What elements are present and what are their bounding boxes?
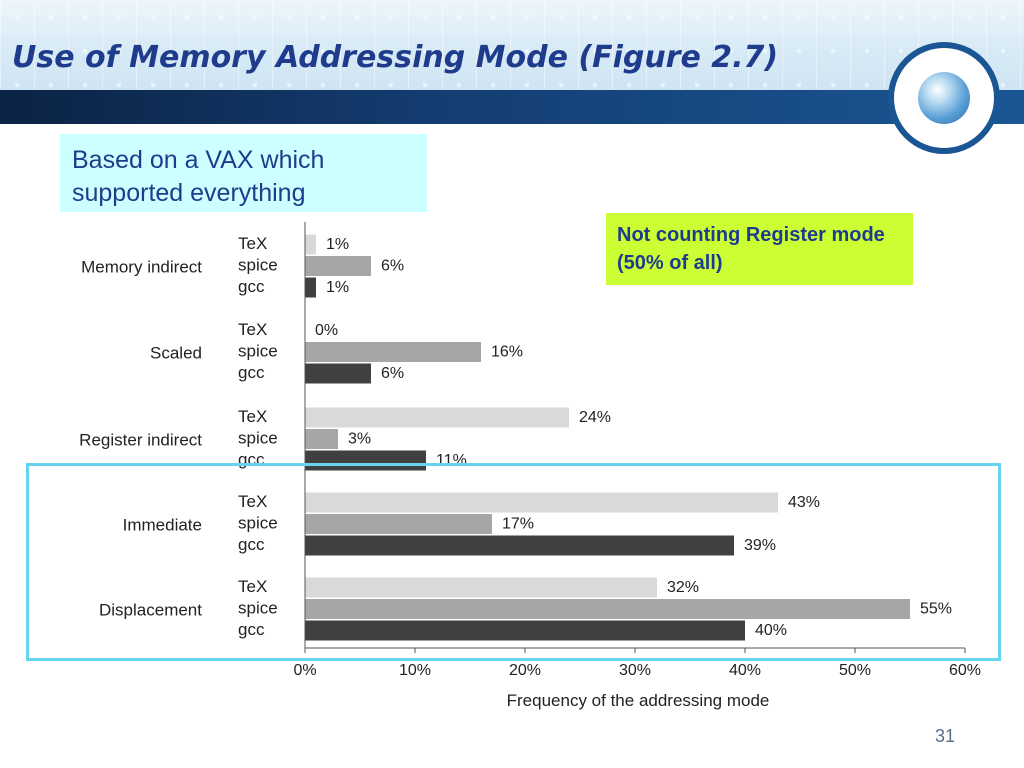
note-vax: Based on a VAX which supported everythin… (60, 134, 427, 212)
series-label-gcc: gcc (238, 620, 265, 639)
note-register-mode: Not counting Register mode (50% of all) (606, 213, 913, 285)
bar-memory-indirect-tex (305, 234, 316, 255)
bar-immediate-gcc (305, 535, 734, 556)
x-tick-label: 50% (839, 662, 871, 679)
series-label-spice: spice (238, 342, 278, 361)
series-label-gcc: gcc (238, 363, 265, 382)
category-label-memory-indirect: Memory indirect (81, 257, 202, 276)
series-label-tex: TeX (238, 492, 267, 511)
series-label-tex: TeX (238, 407, 267, 426)
x-tick-label: 10% (399, 662, 431, 679)
header-band (0, 90, 1024, 124)
x-tick-label: 40% (729, 662, 761, 679)
globe-icon (918, 72, 970, 124)
bar-immediate-spice (305, 514, 492, 534)
bar-displacement-spice (305, 599, 910, 619)
bar-value-displacement-gcc: 40% (755, 622, 787, 639)
bar-displacement-tex (305, 577, 657, 598)
series-label-tex: TeX (238, 234, 267, 253)
bar-value-displacement-spice: 55% (920, 601, 952, 618)
bar-scaled-gcc (305, 363, 371, 384)
x-tick-label: 0% (293, 662, 316, 679)
page-number: 31 (935, 726, 956, 746)
series-label-tex: TeX (238, 320, 267, 339)
bar-value-register-indirect-spice: 3% (348, 431, 371, 448)
bar-value-immediate-tex: 43% (788, 494, 820, 511)
bar-displacement-gcc (305, 620, 745, 641)
bar-memory-indirect-gcc (305, 277, 316, 298)
series-label-gcc: gcc (238, 277, 265, 296)
bar-value-immediate-gcc: 39% (744, 537, 776, 554)
slide-title: Use of Memory Addressing Mode (Figure 2.… (12, 40, 779, 75)
category-label-immediate: Immediate (123, 515, 202, 534)
x-tick-label: 20% (509, 662, 541, 679)
bar-register-indirect-tex (305, 407, 569, 428)
series-label-gcc: gcc (238, 535, 265, 554)
series-label-spice: spice (238, 514, 278, 533)
bar-value-scaled-gcc: 6% (381, 365, 404, 382)
x-tick-label: 30% (619, 662, 651, 679)
category-label-register-indirect: Register indirect (79, 430, 202, 449)
bar-scaled-spice (305, 342, 481, 362)
bar-value-immediate-spice: 17% (502, 516, 534, 533)
header-dot-pattern (0, 0, 1024, 90)
bar-immediate-tex (305, 492, 778, 513)
highlight-box (26, 463, 1001, 661)
bar-register-indirect-spice (305, 429, 338, 449)
x-tick-label: 60% (949, 662, 981, 679)
category-label-displacement: Displacement (99, 600, 202, 619)
bar-value-displacement-tex: 32% (667, 579, 699, 596)
bar-value-memory-indirect-tex: 1% (326, 236, 349, 253)
slide-header: Use of Memory Addressing Mode (Figure 2.… (0, 0, 1024, 90)
bar-value-scaled-tex: 0% (315, 322, 338, 339)
x-axis-title: Frequency of the addressing mode (507, 691, 770, 710)
series-label-spice: spice (238, 256, 278, 275)
series-label-spice: spice (238, 599, 278, 618)
category-label-scaled: Scaled (150, 343, 202, 362)
bar-value-scaled-spice: 16% (491, 344, 523, 361)
bar-value-memory-indirect-spice: 6% (381, 258, 404, 275)
series-label-spice: spice (238, 429, 278, 448)
bar-value-register-indirect-tex: 24% (579, 409, 611, 426)
series-label-tex: TeX (238, 577, 267, 596)
bar-memory-indirect-spice (305, 256, 371, 276)
bar-value-memory-indirect-gcc: 1% (326, 279, 349, 296)
